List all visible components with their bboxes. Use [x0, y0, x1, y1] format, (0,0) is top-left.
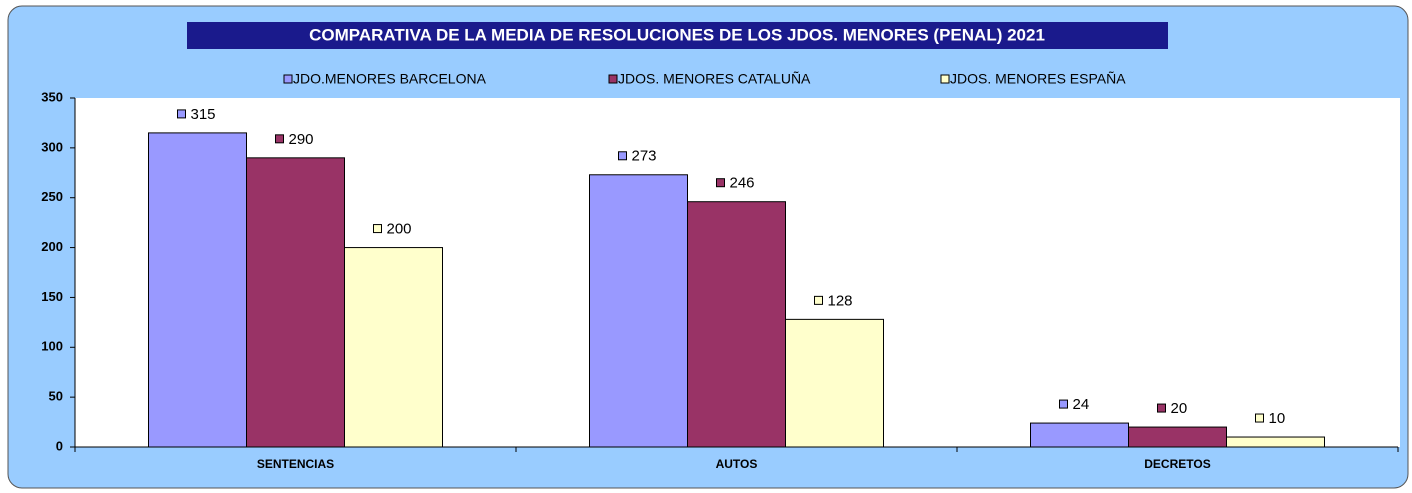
x-tick-label: SENTENCIAS [257, 457, 334, 471]
bar [687, 201, 786, 448]
y-tick-label: 250 [41, 189, 63, 204]
bar [589, 174, 688, 448]
y-tick-label: 0 [56, 438, 63, 453]
value-label: 128 [828, 292, 853, 309]
y-tick-label: 300 [41, 139, 63, 154]
value-label-swatch [1255, 413, 1264, 423]
value-label-swatch [716, 178, 725, 188]
bar [246, 157, 345, 448]
chart-title: COMPARATIVA DE LA MEDIA DE RESOLUCIONES … [309, 25, 1045, 44]
value-label: 10 [1269, 410, 1286, 427]
value-label-swatch [373, 224, 382, 234]
title-box [187, 22, 1168, 49]
y-tick-label: 50 [49, 389, 63, 404]
value-label-swatch [814, 295, 823, 305]
bar [785, 318, 884, 448]
value-label-swatch [1157, 403, 1166, 413]
x-tick-label: AUTOS [716, 457, 758, 471]
value-label-swatch [618, 151, 627, 161]
y-tick-label: 150 [41, 289, 63, 304]
bar [1030, 422, 1129, 448]
legend-label: JDOS. MENORES ESPAÑA [950, 71, 1126, 87]
value-label: 273 [632, 148, 657, 165]
value-label: 200 [387, 221, 412, 238]
legend-swatch [283, 74, 293, 84]
value-label: 24 [1073, 396, 1090, 413]
value-label-swatch [177, 109, 186, 119]
y-tick-label: 200 [41, 239, 63, 254]
bar [1128, 426, 1227, 448]
legend-label: JDOS. MENORES CATALUÑA [618, 71, 811, 87]
y-tick-label: 100 [41, 339, 63, 354]
value-label: 20 [1171, 400, 1188, 417]
value-label-swatch [1059, 399, 1068, 409]
legend-swatch [940, 74, 950, 84]
y-tick-label: 350 [41, 89, 63, 104]
legend-label: JDO.MENORES BARCELONA [293, 71, 487, 87]
x-tick-label: DECRETOS [1144, 457, 1210, 471]
bar [1226, 436, 1325, 448]
value-label: 246 [730, 175, 755, 192]
bar [148, 132, 247, 448]
value-label: 315 [191, 106, 216, 123]
bar [344, 247, 443, 448]
value-label-swatch [275, 134, 284, 144]
value-label: 290 [289, 131, 314, 148]
legend-swatch [608, 74, 618, 84]
